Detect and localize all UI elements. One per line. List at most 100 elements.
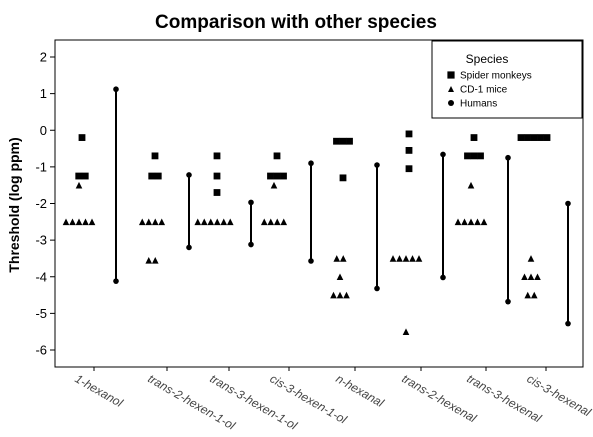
triangle-point bbox=[226, 218, 234, 226]
triangle-point bbox=[339, 255, 347, 262]
triangle-point bbox=[467, 181, 475, 189]
triangle-point bbox=[527, 255, 535, 262]
triangle-point bbox=[336, 291, 344, 299]
circle-point bbox=[248, 199, 254, 206]
triangle-point bbox=[454, 218, 462, 226]
y-tick-label: -2 bbox=[35, 196, 47, 211]
circle-point bbox=[374, 162, 380, 168]
circle-point bbox=[565, 200, 571, 207]
square-point bbox=[333, 137, 340, 145]
triangle-point bbox=[158, 218, 166, 226]
legend-box bbox=[431, 40, 583, 119]
square-point bbox=[464, 152, 471, 160]
triangle-point bbox=[194, 218, 202, 226]
triangle-point bbox=[343, 291, 350, 299]
y-tick-label: 2 bbox=[40, 50, 47, 65]
square-point bbox=[81, 172, 89, 180]
circle-point bbox=[113, 86, 119, 93]
square-point bbox=[470, 152, 478, 160]
triangle-point bbox=[336, 273, 344, 281]
y-tick-label: 0 bbox=[40, 123, 47, 138]
legend-items: Spider monkeys CD-1 mice Humans bbox=[447, 71, 532, 110]
triangle-point bbox=[333, 255, 341, 262]
square-point bbox=[213, 172, 221, 180]
triangle-point bbox=[280, 218, 288, 226]
triangle-point bbox=[88, 218, 96, 226]
triangle-point bbox=[145, 218, 153, 226]
square-point bbox=[75, 172, 83, 180]
circle-point bbox=[440, 151, 446, 158]
square-point bbox=[524, 134, 531, 141]
legend: Species Spider monkeys CD-1 mice Humans bbox=[431, 40, 583, 119]
y-axis: 2 1 0 -1 -2 -3 -4 -5 -6 bbox=[35, 50, 55, 358]
square-point bbox=[517, 134, 525, 141]
circle-point bbox=[308, 258, 314, 264]
y-tick-label: -4 bbox=[35, 269, 47, 284]
chart-title: Comparison with other species bbox=[155, 12, 437, 33]
triangle-point bbox=[220, 218, 228, 226]
circle-point bbox=[248, 241, 254, 248]
y-axis-label: Threshold (log ppm) bbox=[6, 137, 22, 272]
triangle-point bbox=[267, 218, 275, 226]
y-tick-label: -3 bbox=[35, 233, 47, 248]
y-tick-label: -6 bbox=[35, 343, 47, 358]
triangle-point bbox=[530, 291, 538, 299]
legend-label: Spider monkeys bbox=[460, 71, 532, 82]
triangle-point bbox=[69, 218, 76, 226]
square-point bbox=[405, 130, 413, 138]
triangle-point bbox=[474, 218, 481, 226]
triangle-point bbox=[534, 273, 541, 281]
triangle-point bbox=[415, 255, 423, 262]
triangle-point bbox=[524, 291, 532, 299]
triangle-point bbox=[402, 255, 410, 262]
triangle-point bbox=[521, 273, 528, 281]
square-point bbox=[470, 134, 478, 141]
triangle-point bbox=[527, 273, 535, 281]
x-tick-label: 1-hexanol bbox=[73, 371, 126, 410]
circle-point bbox=[186, 244, 192, 251]
triangle-point bbox=[62, 218, 70, 226]
triangle-point bbox=[273, 218, 281, 226]
square-point bbox=[477, 152, 484, 160]
circle-point bbox=[505, 154, 511, 161]
x-tick-label: n-hexanal bbox=[334, 371, 387, 410]
data-marks bbox=[62, 86, 571, 335]
y-tick-label: 1 bbox=[40, 86, 47, 101]
triangle-point bbox=[467, 218, 475, 226]
triangle-point bbox=[75, 181, 83, 189]
square-point bbox=[151, 152, 159, 160]
square-point bbox=[280, 172, 287, 180]
triangle-point bbox=[461, 218, 468, 226]
circle-point bbox=[565, 320, 571, 327]
square-point bbox=[543, 134, 551, 141]
triangle-point bbox=[402, 328, 410, 335]
triangle-point bbox=[200, 218, 208, 226]
square-point bbox=[78, 134, 86, 141]
circle-point bbox=[448, 100, 454, 106]
circle-point bbox=[374, 285, 380, 292]
square-point bbox=[213, 152, 221, 160]
square-point bbox=[339, 174, 347, 182]
triangle-point bbox=[151, 256, 159, 264]
square-point bbox=[273, 152, 281, 160]
triangle-point bbox=[480, 218, 488, 226]
legend-title: Species bbox=[466, 52, 509, 66]
square-point bbox=[405, 165, 413, 173]
x-axis: 1-hexanol trans-2-hexen-1-oltrans-3-hexen… bbox=[73, 367, 593, 433]
circle-point bbox=[186, 172, 192, 178]
square-point bbox=[213, 189, 221, 196]
square-point bbox=[339, 137, 347, 145]
triangle-point bbox=[330, 291, 337, 299]
circle-point bbox=[440, 274, 446, 281]
triangle-point bbox=[145, 256, 153, 264]
square-point bbox=[346, 137, 353, 145]
triangle-point bbox=[409, 255, 416, 262]
triangle-point bbox=[138, 218, 146, 226]
circle-point bbox=[113, 278, 119, 284]
square-point bbox=[537, 134, 544, 141]
legend-label: Humans bbox=[460, 99, 497, 110]
y-tick-label: -5 bbox=[35, 306, 47, 321]
triangle-point bbox=[207, 218, 215, 226]
triangle-point bbox=[82, 218, 89, 226]
